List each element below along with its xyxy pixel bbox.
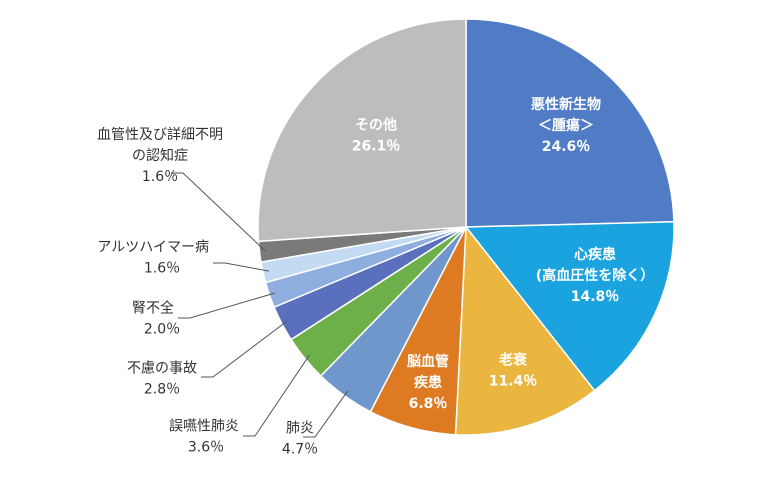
leader-line	[213, 262, 269, 272]
slice-category-label: アルツハイマー病	[97, 240, 209, 256]
slice-category-label: ＜腫瘍＞	[538, 117, 594, 134]
pie-slice	[464, 221, 675, 392]
slice-category-label: 肺炎	[286, 421, 314, 437]
slice-value-label: 6.8％	[409, 396, 448, 412]
slice-value-label: 1.6％	[142, 169, 178, 185]
slice-category-label: 誤嚥性肺炎	[169, 419, 239, 435]
slice-value-label: 3.6％	[188, 440, 224, 456]
leader-line	[243, 354, 311, 437]
slice-category-label: その他	[355, 117, 397, 134]
slice-category-label: 腎不全	[132, 300, 174, 317]
slice-category-label: (高血圧性を除く）	[536, 267, 654, 284]
pie-slice	[257, 18, 467, 243]
leader-line	[178, 292, 276, 319]
slice-category-label: 脳血管	[407, 353, 449, 370]
slice-category-label: 不慮の事故	[127, 361, 197, 377]
pie-slice	[454, 224, 596, 436]
slice-value-label: 24.6％	[542, 139, 591, 155]
slice-value-label: 1.6％	[144, 261, 180, 277]
slice-category-label: の認知症	[132, 147, 188, 164]
slice-category-label: 心疾患	[574, 246, 616, 263]
slice-value-label: 4.7％	[282, 442, 318, 458]
slice-category-label: 血管性及び詳細不明	[97, 127, 223, 143]
slice-value-label: 2.0％	[144, 322, 180, 338]
leader-line	[171, 172, 266, 252]
leader-line	[303, 390, 349, 438]
slice-category-label: 老衰	[499, 352, 528, 369]
slice-value-label: 26.1％	[352, 139, 401, 155]
slice-category-label: 悪性新生物	[531, 96, 601, 113]
pie-slice	[465, 18, 675, 228]
leader-line	[201, 320, 288, 378]
slice-value-label: 2.8％	[144, 382, 180, 398]
slice-category-label: 疾患	[414, 374, 442, 391]
slice-value-label: 14.8％	[571, 289, 620, 305]
slice-value-label: 11.4％	[489, 374, 538, 390]
